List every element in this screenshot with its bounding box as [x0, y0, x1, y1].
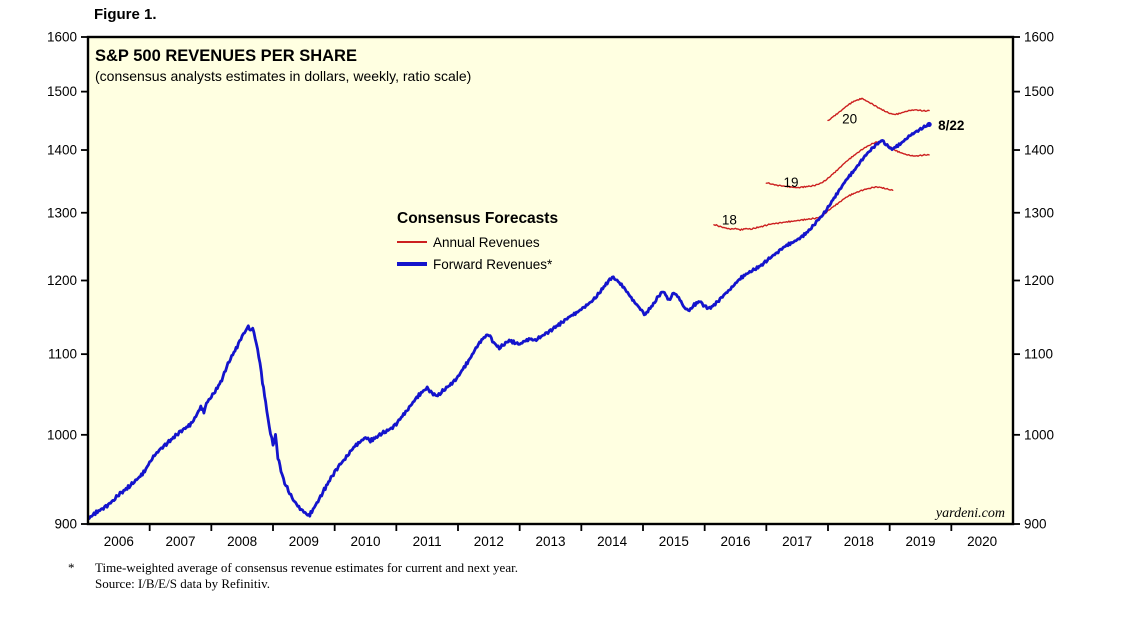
footnote-marker: * [68, 560, 75, 575]
footnote: * Time-weighted average of consensus rev… [0, 560, 1100, 592]
plot-border [86, 35, 1015, 526]
x-axis-year-label: 2009 [289, 534, 319, 549]
x-axis-year-label: 2020 [967, 534, 997, 549]
y-axis-label-right: 1400 [1024, 143, 1054, 158]
x-axis-year-label: 2015 [659, 534, 689, 549]
y-axis-label-left: 1600 [47, 30, 77, 45]
y-axis-label-left: 1300 [47, 205, 77, 220]
series-forward-revenues-line [88, 122, 931, 521]
footnote-line-1: Time-weighted average of consensus reven… [95, 560, 518, 575]
x-axis-year-label: 2019 [905, 534, 935, 549]
axes-group: 900 900 1000 1000 1100 1100 1200 1200 1300 1300 14… [47, 30, 1054, 550]
y-axis-label-right: 1000 [1024, 427, 1054, 442]
x-axis-year-label: 2018 [844, 534, 874, 549]
y-axis-label-right: 1200 [1024, 273, 1054, 288]
y-axis-label-left: 900 [54, 517, 77, 532]
annotation-19: 19 [783, 175, 798, 190]
annotation-20: 20 [842, 112, 857, 127]
x-axis-year-label: 2008 [227, 534, 257, 549]
chart-title: S&P 500 REVENUES PER SHARE [95, 47, 357, 65]
x-axis-year-label: 2012 [474, 534, 504, 549]
y-axis-label-left: 1000 [47, 427, 77, 442]
y-axis-label-left: 1200 [47, 273, 77, 288]
x-axis-year-label: 2006 [104, 534, 134, 549]
x-axis-year-label: 2017 [782, 534, 812, 549]
x-axis-year-label: 2007 [165, 534, 195, 549]
legend-heading: Consensus Forecasts [397, 210, 558, 227]
annotation-8-22: 8/22 [938, 118, 964, 133]
series-annual-revenues-2018-estimate-line [713, 186, 894, 231]
footnote-line-2: Source: I/B/E/S data by Refinitiv. [95, 576, 270, 591]
series-annual-revenues-2019-estimate-line [765, 140, 930, 189]
y-axis-label-left: 1400 [47, 143, 77, 158]
chart-subtitle: (consensus analysts estimates in dollars… [95, 68, 471, 84]
forward-revenues-endpoint [926, 121, 932, 128]
x-axis-year-label: 2011 [413, 534, 442, 549]
legend-annual-revenues-label: Annual Revenues [433, 235, 540, 250]
plot-area [88, 37, 1013, 524]
watermark: yardeni.com [934, 506, 1005, 521]
x-axis-year-label: 2014 [597, 534, 628, 549]
figure-label: Figure 1. [94, 6, 157, 23]
series-group [88, 97, 932, 521]
y-axis-label-left: 1500 [47, 84, 77, 99]
legend-forward-revenues-label: Forward Revenues* [433, 257, 553, 272]
series-annual-revenues-2020-estimate-line [827, 97, 930, 122]
x-axis-year-label: 2016 [720, 534, 750, 549]
annotation-18: 18 [722, 212, 737, 227]
y-axis-label-left: 1100 [48, 347, 77, 362]
revenue-chart: 900 900 1000 1000 1100 1100 1200 1200 1300 1300 14… [47, 30, 1054, 550]
x-axis-year-label: 2010 [350, 534, 380, 549]
y-axis-label-right: 1500 [1024, 84, 1054, 99]
annotations-group: 18 19 20 8/22 [722, 112, 965, 228]
x-axis-year-label: 2013 [535, 534, 565, 549]
y-axis-label-right: 1300 [1024, 205, 1054, 220]
y-axis-label-right: 900 [1024, 517, 1047, 532]
y-axis-label-right: 1100 [1024, 347, 1053, 362]
y-axis-label-right: 1600 [1024, 30, 1054, 45]
